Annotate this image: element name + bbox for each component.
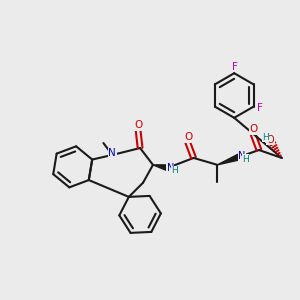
Text: N: N (167, 163, 174, 173)
Polygon shape (218, 154, 240, 165)
Text: N: N (109, 148, 116, 158)
Text: N: N (238, 151, 245, 161)
Text: H: H (262, 133, 269, 142)
Text: O: O (267, 135, 274, 145)
Text: F: F (232, 62, 238, 72)
Text: H: H (171, 166, 178, 175)
Polygon shape (153, 165, 168, 171)
Text: H: H (242, 154, 249, 164)
Text: O: O (250, 124, 258, 134)
Text: O: O (134, 120, 142, 130)
Text: O: O (184, 132, 193, 142)
Text: F: F (257, 103, 263, 113)
